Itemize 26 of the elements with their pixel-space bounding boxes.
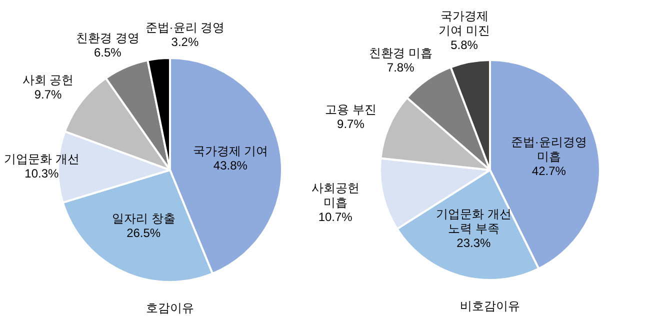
data-label: 3.2%: [171, 35, 199, 50]
data-label: 10.7%: [318, 210, 353, 224]
slice-label: 준법·윤리경영 미흡: [510, 135, 587, 164]
slice-label: 사회공헌 미흡: [311, 181, 360, 210]
text: 비호감이유: [460, 299, 520, 314]
data-label: 43.8%: [213, 158, 248, 172]
slice-label: 친환경 경영: [76, 31, 140, 46]
slice-label: 일자리 창출: [112, 212, 176, 226]
slice-label: 국가경제 기여: [192, 144, 268, 158]
slice-label: 기업문화 개선: [4, 152, 80, 166]
data-label: 10.3%: [24, 166, 60, 181]
data-label: 23.3%: [456, 236, 492, 250]
data-label: 6.5%: [94, 45, 122, 60]
text: 호감이유: [146, 301, 194, 316]
data-label: 5.8%: [450, 38, 478, 52]
data-label: 7.8%: [386, 60, 415, 75]
slice-label: 사회 공헌: [22, 72, 74, 87]
data-label: 9.7%: [34, 87, 62, 102]
data-label: 42.7%: [532, 164, 566, 178]
data-label: 9.7%: [337, 116, 365, 131]
slice-label: 준법·윤리 경영: [145, 20, 225, 35]
slice-label: 고용 부진: [325, 102, 376, 116]
slice-label: 국가경제 기여 미진: [438, 9, 490, 38]
data-label: 26.5%: [126, 226, 161, 240]
slice-label: 기업문화 개선 노력 부족: [436, 207, 512, 236]
slice-label: 친환경 미흡: [368, 46, 432, 60]
